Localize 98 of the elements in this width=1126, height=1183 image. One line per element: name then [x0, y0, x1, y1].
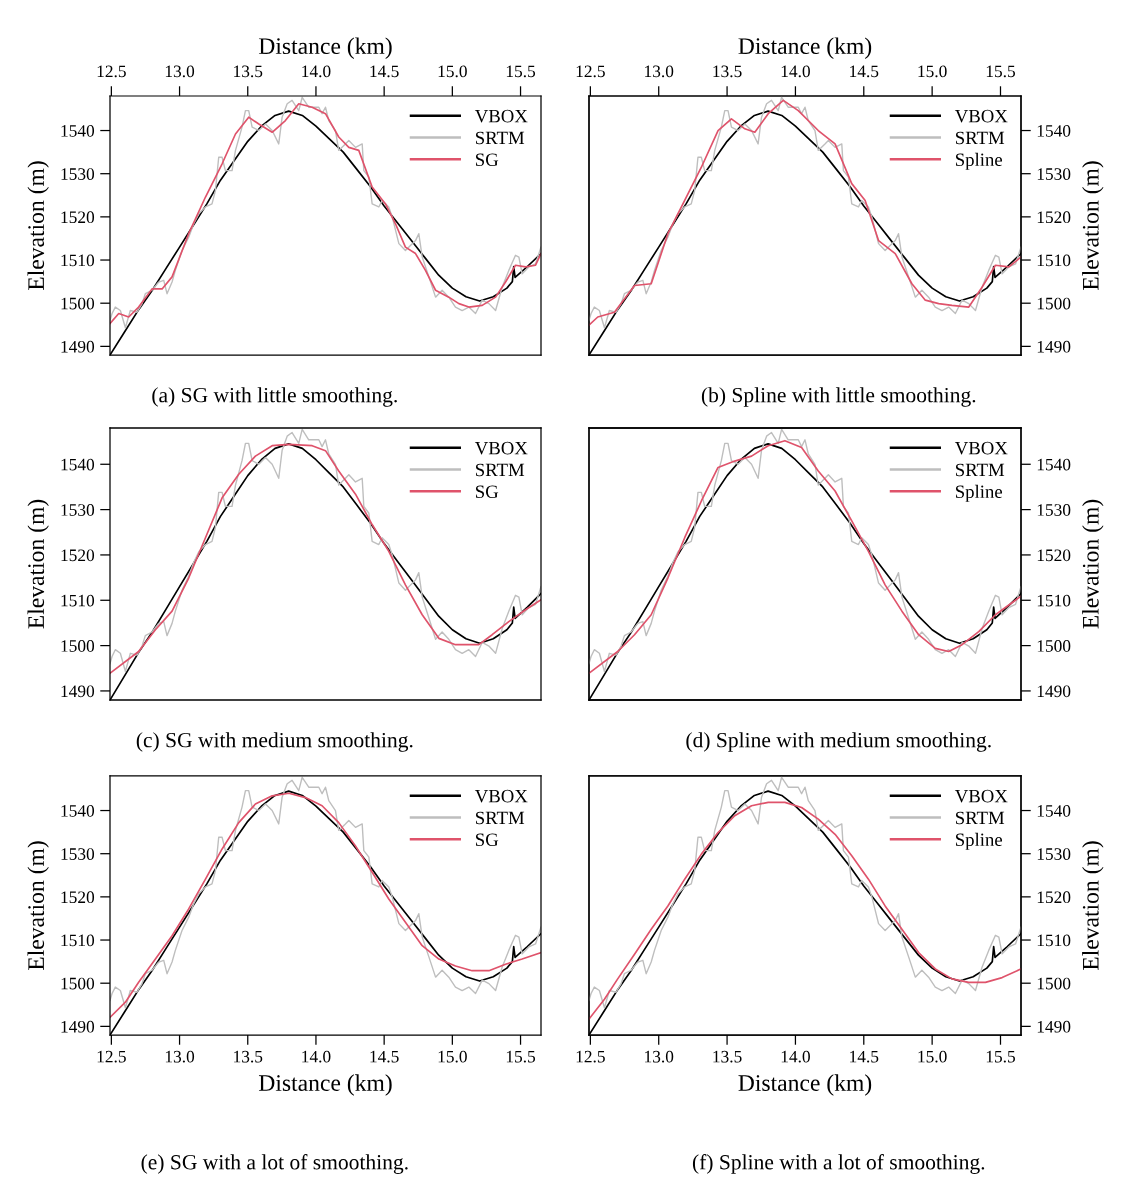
y-tick-label: 1540: [61, 805, 95, 817]
x-tick-label: 14.0: [302, 65, 331, 78]
text: (c) SG with medium smoothing.: [136, 732, 413, 752]
y2-tick-label: 1510: [1037, 594, 1071, 607]
x-tick-label: 13.5: [234, 65, 263, 78]
y2-tick-label: 1500: [1037, 977, 1071, 990]
y2-axis-title: Elevation (m): [1082, 841, 1104, 971]
text: (e) SG with a lot of smoothing.: [141, 1154, 408, 1174]
text: (f) Spline with a lot of smoothing.: [692, 1154, 985, 1174]
y2-tick-label: 1520: [1037, 891, 1071, 904]
y-tick-label: 1540: [61, 125, 95, 137]
y-tick-label: 1490: [61, 340, 95, 353]
x-tick-label: 13.0: [165, 1050, 195, 1063]
x-axis-title: Distance (km): [738, 37, 872, 59]
x-tick-label: 13.0: [645, 1050, 674, 1063]
text: (b) Spline with little smoothing.: [701, 387, 976, 407]
legend-label: SRTM: [956, 463, 1005, 477]
legend-label: SRTM: [476, 131, 525, 145]
legend-label: SG: [476, 833, 499, 847]
x-tick-label: 13.5: [713, 1050, 742, 1063]
y-axis-title: Elevation (m): [27, 841, 49, 971]
legend-label: VBOX: [474, 789, 528, 803]
legend-label: Spline: [956, 152, 1003, 170]
legend-label: Spline: [956, 832, 1003, 850]
y-tick-label: 1520: [61, 211, 95, 224]
legend-label: VBOX: [954, 789, 1008, 803]
x-tick-label: 12.5: [97, 65, 126, 78]
y2-axis-title: Elevation (m): [1082, 499, 1104, 629]
y2-tick-label: 1490: [1037, 685, 1071, 698]
legend-label: SRTM: [956, 811, 1005, 825]
y-tick-label: 1520: [61, 891, 95, 904]
x-tick-label: 15.5: [506, 1050, 536, 1063]
y2-tick-label: 1510: [1037, 254, 1071, 267]
legend-label: VBOX: [954, 109, 1008, 123]
y2-tick-label: 1530: [1037, 168, 1071, 180]
x-tick-label: 15.0: [438, 65, 467, 78]
x-tick-label: 13.5: [713, 65, 742, 78]
x-tick-label: 13.5: [234, 1050, 263, 1063]
x-tick-label: 14.5: [370, 65, 399, 78]
y2-tick-label: 1530: [1037, 848, 1071, 860]
legend-label: VBOX: [474, 441, 528, 455]
x-axis-title: Distance (km): [738, 1074, 872, 1096]
x-tick-label: 12.5: [576, 1050, 605, 1063]
legend-label: SRTM: [476, 811, 525, 825]
x-tick-label: 15.0: [438, 1050, 467, 1063]
x-tick-label: 15.5: [986, 1050, 1016, 1063]
x-tick-label: 14.0: [781, 65, 810, 78]
text: (d) Spline with medium smoothing.: [686, 732, 991, 752]
y-axis-title: Elevation (m): [27, 499, 49, 629]
y-tick-label: 1530: [61, 504, 95, 516]
y2-tick-label: 1540: [1037, 805, 1071, 817]
y2-tick-label: 1520: [1037, 211, 1071, 224]
y2-tick-label: 1540: [1037, 458, 1071, 471]
legend-label: SG: [476, 153, 499, 167]
y-tick-label: 1530: [61, 848, 95, 860]
x-tick-label: 15.5: [506, 65, 536, 78]
y-axis-title: Elevation (m): [27, 161, 49, 291]
x-tick-label: 14.5: [370, 1050, 399, 1063]
y-tick-label: 1510: [61, 594, 95, 607]
x-tick-label: 13.0: [645, 65, 674, 78]
legend-label: SRTM: [956, 131, 1005, 145]
y-tick-label: 1500: [61, 297, 95, 310]
legend-label: SG: [476, 485, 499, 499]
legend-label: VBOX: [474, 109, 528, 123]
y2-tick-label: 1490: [1037, 340, 1071, 353]
x-tick-label: 13.0: [165, 65, 195, 78]
y2-tick-label: 1500: [1037, 640, 1071, 652]
x-tick-label: 12.5: [576, 65, 605, 78]
x-tick-label: 12.5: [97, 1050, 126, 1063]
y2-tick-label: 1510: [1037, 934, 1071, 947]
y-tick-label: 1490: [61, 1020, 95, 1033]
y-tick-label: 1490: [61, 685, 95, 698]
y-tick-label: 1500: [61, 977, 95, 990]
y2-tick-label: 1530: [1037, 504, 1071, 516]
y-tick-label: 1510: [61, 254, 95, 267]
y2-tick-label: 1540: [1037, 125, 1071, 137]
y-tick-label: 1520: [61, 549, 95, 562]
x-tick-label: 15.0: [918, 1050, 947, 1063]
x-tick-label: 15.5: [986, 65, 1016, 78]
x-tick-label: 15.0: [918, 65, 947, 78]
y2-tick-label: 1490: [1037, 1020, 1071, 1033]
legend-label: SRTM: [476, 463, 525, 477]
x-tick-label: 14.5: [850, 65, 879, 78]
y-tick-label: 1540: [61, 458, 95, 471]
legend-label: Spline: [956, 484, 1003, 502]
y2-tick-label: 1520: [1037, 549, 1071, 562]
y-tick-label: 1510: [61, 934, 95, 947]
x-tick-label: 14.0: [781, 1050, 810, 1063]
legend-label: VBOX: [954, 441, 1008, 455]
x-tick-label: 14.5: [850, 1050, 879, 1063]
x-tick-label: 14.0: [302, 1050, 331, 1063]
y-tick-label: 1530: [61, 168, 95, 180]
text: (a) SG with little smoothing.: [152, 387, 397, 407]
y2-tick-label: 1500: [1037, 297, 1071, 310]
y-tick-label: 1500: [61, 640, 95, 652]
x-axis-title: Distance (km): [258, 1074, 392, 1096]
x-axis-title: Distance (km): [258, 37, 392, 59]
y2-axis-title: Elevation (m): [1082, 161, 1104, 291]
